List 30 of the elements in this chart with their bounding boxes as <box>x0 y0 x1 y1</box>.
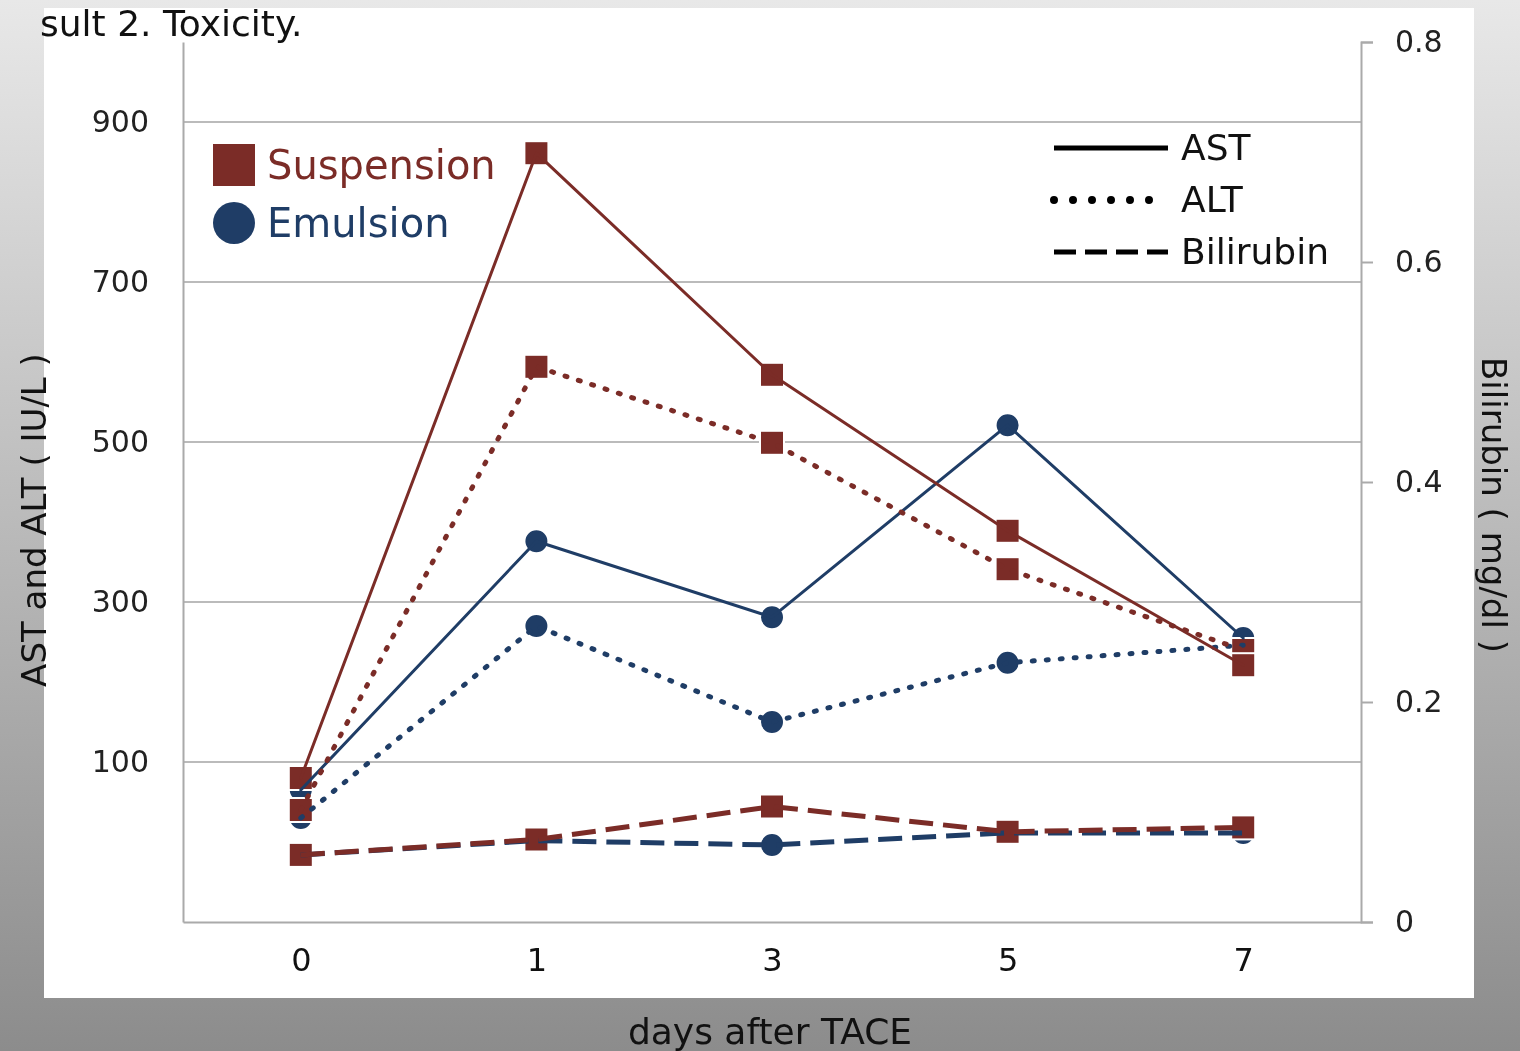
point <box>994 649 1021 676</box>
y2-tick-label: 0.2 <box>1395 684 1443 720</box>
y2-tick-label: 0.8 <box>1395 24 1443 60</box>
x-tick-label: 5 <box>997 940 1019 979</box>
y-tick-label: 700 <box>91 264 149 300</box>
x-tick-label: 3 <box>762 940 783 979</box>
y2-tick-label: 0.6 <box>1395 244 1443 280</box>
y-axis-title: AST and ALT ( IU/L ) <box>14 353 54 687</box>
x-axis-title: days after TACE <box>627 1011 913 1051</box>
y-tick-label: 100 <box>91 744 149 780</box>
x-tick-label: 0 <box>291 940 312 979</box>
y2-axis-title: Bilirubin ( mg/dl ) <box>1474 357 1514 653</box>
y-tick-label: 300 <box>91 584 149 620</box>
y2-tick-label: 0.4 <box>1395 464 1443 500</box>
y-tick-label: 500 <box>91 424 149 460</box>
annotation: Bilirubin <box>1181 231 1329 272</box>
point <box>523 353 550 380</box>
x-tick-label: 7 <box>1233 940 1254 979</box>
legend-label: Suspension <box>267 142 496 188</box>
y2-tick-label: 0 <box>1395 904 1415 940</box>
point <box>759 429 785 456</box>
point <box>1230 652 1257 679</box>
point <box>994 556 1021 583</box>
annotation: ALT <box>1181 179 1244 220</box>
y-tick-label: 900 <box>91 104 149 140</box>
annotation: AST <box>1181 127 1252 168</box>
x-tick-label: 1 <box>526 940 548 979</box>
chart-title: sult 2. Toxicity. <box>40 3 303 44</box>
legend-label: Emulsion <box>267 200 450 246</box>
point <box>759 709 785 735</box>
